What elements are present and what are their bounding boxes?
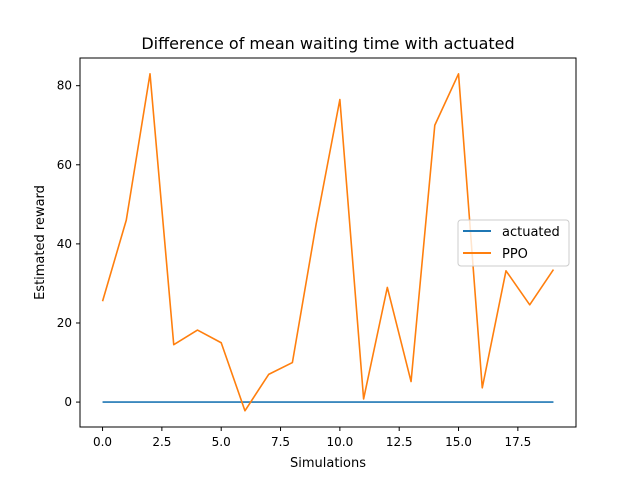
x-tick-label: 0.0 [93, 435, 112, 449]
x-axis-label: Simulations [290, 456, 366, 471]
y-axis-label: Estimated reward [33, 185, 48, 300]
series-line-ppo [101, 73, 555, 412]
legend-label-actuated: actuated [502, 225, 560, 240]
legend-label-ppo: PPO [502, 247, 528, 262]
x-tick-label: 5.0 [212, 435, 231, 449]
plot-area [101, 73, 555, 412]
y-axis: 0 20 40 60 80 [57, 79, 80, 409]
x-tick-label: 17.5 [504, 435, 531, 449]
legend: actuated PPO [457, 219, 570, 267]
x-tick-label: 10.0 [327, 435, 354, 449]
x-axis: 0.0 2.5 5.0 7.5 10.0 12.5 15.0 17.5 [93, 427, 531, 449]
y-tick-label: 40 [57, 237, 72, 251]
y-tick-label: 80 [57, 79, 72, 93]
y-tick-label: 60 [57, 158, 72, 172]
x-tick-label: 7.5 [271, 435, 290, 449]
y-tick-label: 20 [57, 316, 72, 330]
x-tick-label: 2.5 [152, 435, 171, 449]
y-tick-label: 0 [64, 395, 72, 409]
x-tick-label: 15.0 [445, 435, 472, 449]
chart-title: Difference of mean waiting time with act… [141, 34, 514, 53]
x-tick-label: 12.5 [386, 435, 413, 449]
plot-frame [79, 57, 577, 428]
